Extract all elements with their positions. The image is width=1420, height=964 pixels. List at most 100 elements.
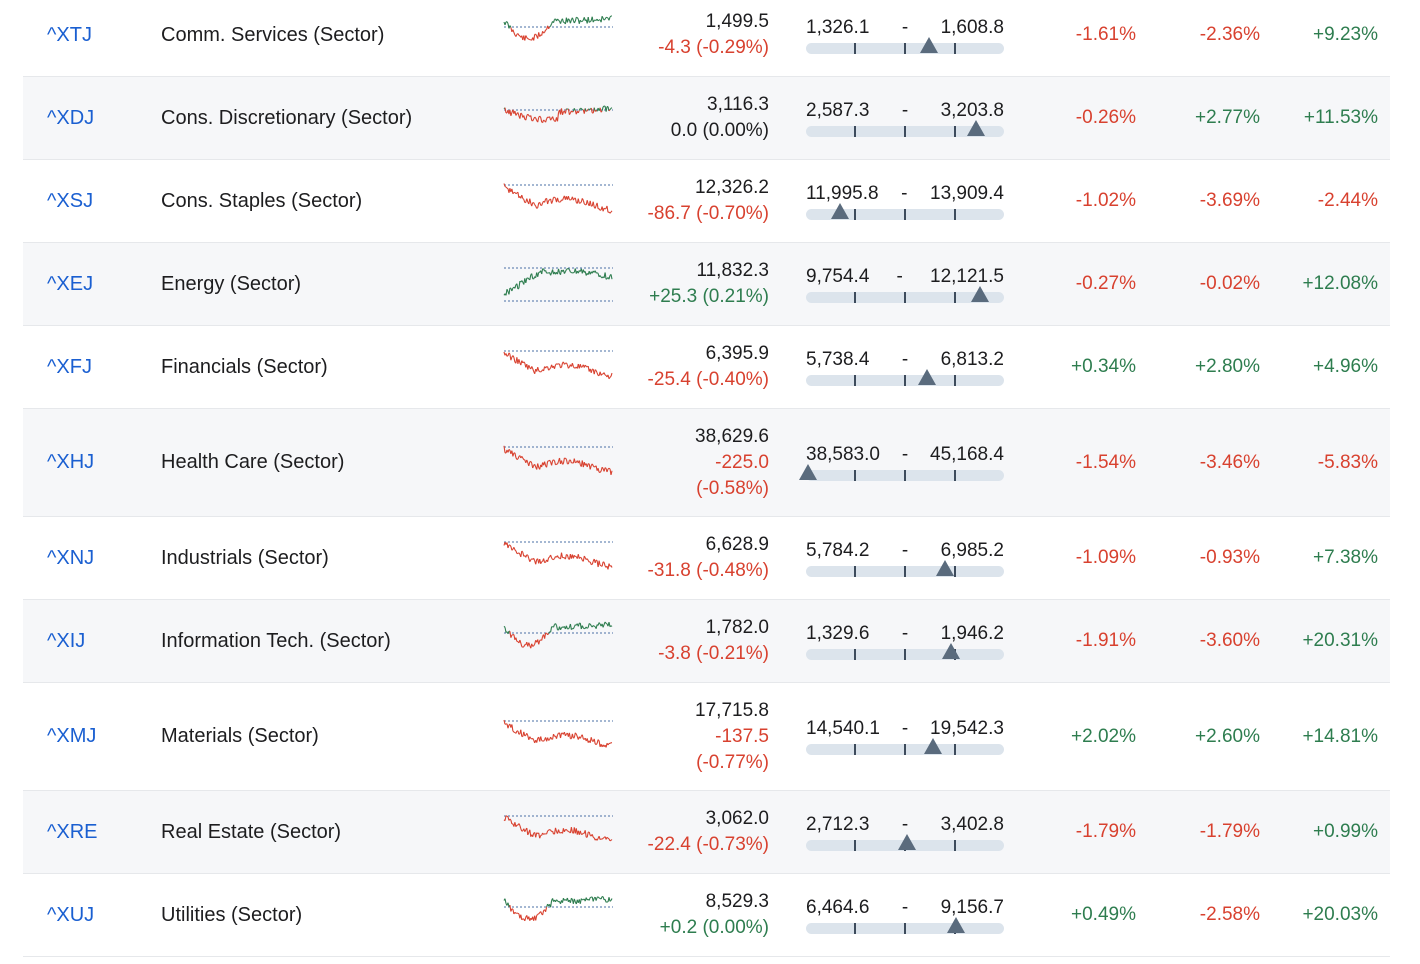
sparkline-segment xyxy=(571,733,574,738)
sparkline-segment xyxy=(571,272,573,274)
range-tick xyxy=(854,839,856,851)
sparkline-segment xyxy=(581,19,584,22)
table-row[interactable]: ^XMJ Materials (Sector) 17,715.8 -137.5 … xyxy=(23,683,1390,791)
sparkline-segment xyxy=(585,110,588,112)
sparkline-segment xyxy=(591,834,594,838)
sector-name: Health Care (Sector) xyxy=(161,451,345,473)
table-row[interactable]: ^XIJ Information Tech. (Sector) 1,782.0 … xyxy=(23,600,1390,683)
table-row[interactable]: ^XNJ Industrials (Sector) 6,628.9 -31.8 … xyxy=(23,517,1390,600)
sparkline-segment xyxy=(556,899,558,902)
range-marker xyxy=(935,559,954,576)
range-low: 1,326.1 xyxy=(806,16,870,38)
sparkline-segment xyxy=(606,468,609,472)
last-price: 8,529.3 xyxy=(705,891,769,912)
table-row[interactable]: ^XEJ Energy (Sector) 11,832.3 +25.3 (0.2… xyxy=(23,243,1390,326)
sparkline-segment xyxy=(545,29,547,31)
symbol-link[interactable]: ^XMJ xyxy=(47,725,97,747)
sparkline-segment xyxy=(583,555,586,558)
symbol-link[interactable]: ^XNJ xyxy=(47,546,95,569)
sparkline-segment xyxy=(562,457,565,464)
sparkline-segment xyxy=(545,366,548,369)
sparkline-segment xyxy=(550,23,553,27)
range-separator: - xyxy=(901,16,909,38)
sparkline-segment xyxy=(546,460,549,467)
sparkline-segment xyxy=(601,15,604,19)
range-high: 3,402.8 xyxy=(940,813,1004,835)
symbol-link[interactable]: ^XEJ xyxy=(47,272,94,295)
sparkline-segment xyxy=(552,197,555,202)
sparkline-segment xyxy=(573,898,576,902)
symbol-link[interactable]: ^XIJ xyxy=(47,629,86,652)
sparkline-segment xyxy=(523,115,526,120)
sparkline-segment xyxy=(603,18,606,21)
last-price: 6,395.9 xyxy=(705,343,769,364)
sparkline-segment xyxy=(610,565,613,568)
pct-change-3: +0.99% xyxy=(1313,821,1378,842)
range-bar xyxy=(806,368,1004,386)
week52-range: 5,738.4 - 6,813.2 xyxy=(806,326,1004,408)
symbol-link[interactable]: ^XRE xyxy=(47,820,98,843)
table-row[interactable]: ^XHJ Health Care (Sector) 38,629.6 -225.… xyxy=(23,409,1390,517)
sparkline-segment xyxy=(511,548,514,551)
week52-range: 14,540.1 - 19,542.3 xyxy=(806,683,1004,790)
sparkline-segment xyxy=(525,115,528,121)
range-high: 6,985.2 xyxy=(940,539,1004,561)
sparkline-segment xyxy=(506,187,509,190)
sparkline-segment xyxy=(526,732,529,736)
table-row[interactable]: ^XFJ Financials (Sector) 6,395.9 -25.4 (… xyxy=(23,326,1390,409)
range-marker xyxy=(947,916,966,933)
sparkline-segment xyxy=(530,558,533,561)
symbol-link[interactable]: ^XUJ xyxy=(47,903,95,926)
range-low: 14,540.1 xyxy=(806,718,880,739)
sparkline-segment xyxy=(589,200,592,207)
sparkline-segment xyxy=(584,830,587,838)
sparkline-segment xyxy=(531,202,534,207)
price-change: -137.5 xyxy=(715,725,769,747)
sparkline-segment xyxy=(586,627,589,629)
table-row[interactable]: ^XRE Real Estate (Sector) 3,062.0 -22.4 … xyxy=(23,791,1390,874)
table-row[interactable]: ^XDJ Cons. Discretionary (Sector) 3,116.… xyxy=(23,77,1390,160)
sparkline-segment xyxy=(575,733,578,737)
symbol-link[interactable]: ^XFJ xyxy=(47,355,92,378)
table-row[interactable]: ^XUJ Utilities (Sector) 8,529.3 +0.2 (0.… xyxy=(23,874,1390,957)
symbol-link[interactable]: ^XTJ xyxy=(47,23,92,46)
sparkline-segment xyxy=(610,372,613,377)
sparkline-segment xyxy=(523,731,526,736)
sparkline-segment xyxy=(532,832,535,837)
range-marker xyxy=(967,119,986,136)
sparkline-segment xyxy=(549,25,551,28)
price-change: 0.0 (0.00%) xyxy=(670,120,769,141)
symbol-link[interactable]: ^XSJ xyxy=(47,189,94,212)
sparkline-segment xyxy=(550,626,553,633)
sparkline-segment xyxy=(534,204,537,207)
sparkline-segment xyxy=(557,732,559,735)
sparkline-segment xyxy=(517,552,520,554)
sparkline-segment xyxy=(532,118,535,122)
last-price: 3,062.0 xyxy=(705,808,769,829)
sparkline-segment xyxy=(575,461,577,463)
sparkline-chart xyxy=(503,791,615,873)
sector-name: Real Estate (Sector) xyxy=(161,820,342,843)
range-low: 5,784.2 xyxy=(806,539,870,561)
sparkline-segment xyxy=(555,623,557,626)
table-row[interactable]: ^XSJ Cons. Staples (Sector) 12,326.2 -86… xyxy=(23,160,1390,243)
price-change: -25.4 (-0.40%) xyxy=(647,369,769,390)
sparkline-segment xyxy=(543,31,545,34)
sparkline-segment xyxy=(510,820,513,825)
sparkline-segment xyxy=(610,625,613,627)
range-low: 38,583.0 xyxy=(806,444,880,465)
sparkline-segment xyxy=(585,365,588,368)
sparkline-segment xyxy=(567,18,570,21)
sparkline-segment xyxy=(559,20,563,24)
sparkline-segment xyxy=(508,448,511,451)
symbol-link[interactable]: ^XHJ xyxy=(47,451,95,473)
price-change: -4.3 (-0.29%) xyxy=(658,37,769,58)
sparkline-segment xyxy=(549,367,552,370)
sparkline-segment xyxy=(609,839,612,842)
symbol-link[interactable]: ^XDJ xyxy=(47,106,95,129)
table-row[interactable]: ^XTJ Comm. Services (Sector) 1,499.5 -4.… xyxy=(23,0,1390,77)
sparkline-segment xyxy=(532,368,535,372)
sparkline-segment xyxy=(561,18,564,23)
sparkline-segment xyxy=(522,198,525,200)
sparkline-segment xyxy=(592,897,595,902)
